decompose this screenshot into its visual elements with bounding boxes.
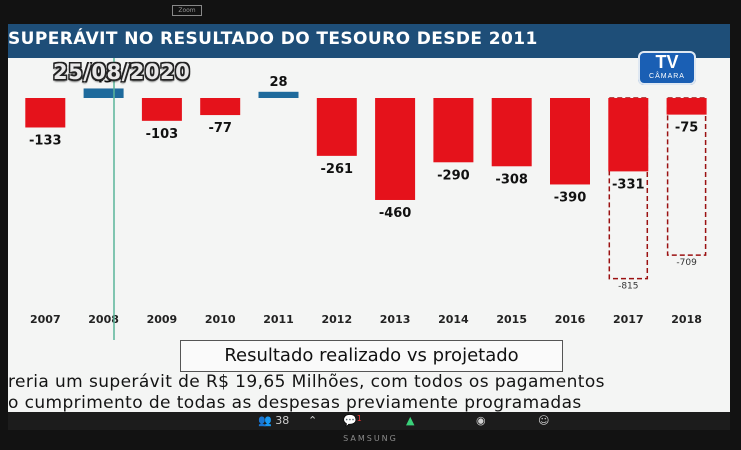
x-tick-label: 2018 <box>671 313 702 326</box>
bar <box>200 98 241 116</box>
value-label: -103 <box>146 127 179 142</box>
bar <box>83 88 124 98</box>
logo-text: TV <box>655 52 679 72</box>
tv-screen: SUPERÁVIT NO RESULTADO DO TESOURO DESDE … <box>8 24 730 412</box>
x-tick-label: 2009 <box>147 313 178 326</box>
bar <box>550 98 590 185</box>
x-tick-label: 2011 <box>263 313 294 326</box>
x-tick-label: 2012 <box>321 313 352 326</box>
chat-badge: 1 <box>356 414 362 423</box>
projected-label: -709 <box>676 258 697 268</box>
x-tick-label: 2013 <box>380 313 411 326</box>
value-label: -331 <box>612 177 645 192</box>
share-screen-icon[interactable]: ▲ <box>406 414 415 427</box>
bar <box>258 91 299 98</box>
bar <box>433 98 474 163</box>
x-tick-label: 2016 <box>555 313 586 326</box>
reactions-icon[interactable]: ☺ <box>538 414 550 427</box>
ticker-line-1: reria um superávit de R$ 19,65 Milhões, … <box>8 372 605 392</box>
bar <box>375 98 416 200</box>
x-tick-label: 2015 <box>496 313 527 326</box>
value-label: -261 <box>321 162 354 177</box>
value-label: -133 <box>29 133 62 148</box>
chat-icon[interactable]: 💬1 <box>343 414 362 427</box>
x-tick-label: 2010 <box>205 313 236 326</box>
logo-subtext: CÂMARA <box>649 73 685 80</box>
record-icon[interactable]: ◉ <box>476 414 486 427</box>
bar <box>666 98 707 115</box>
tv-camara-logo: TV CÂMARA <box>638 51 696 85</box>
chart-title: SUPERÁVIT NO RESULTADO DO TESOURO DESDE … <box>8 29 538 49</box>
date-overlay: 25/08/2020 <box>53 60 191 84</box>
title-bar: SUPERÁVIT NO RESULTADO DO TESOURO DESDE … <box>8 24 730 58</box>
bar-chart: 86-1332007432008-1032009-772010282011-26… <box>25 58 707 340</box>
projected-label: -815 <box>618 282 638 292</box>
participants-icon[interactable]: 👥 38 <box>258 414 290 427</box>
participants-count: 38 <box>275 414 290 427</box>
value-label: -77 <box>208 121 232 136</box>
bar <box>316 98 357 156</box>
bar <box>608 98 649 172</box>
x-tick-label: 2017 <box>613 313 644 326</box>
x-tick-label: 2007 <box>30 313 61 326</box>
bar <box>141 98 182 121</box>
bar <box>25 98 66 128</box>
value-label: -75 <box>675 121 699 136</box>
value-label: -460 <box>379 206 412 221</box>
value-label: 43 <box>95 71 113 86</box>
zoom-tab: Zoom <box>172 5 202 16</box>
chart-caption: Resultado realizado vs projetado <box>180 340 563 372</box>
x-tick-label: 2008 <box>88 313 119 326</box>
chevron-up-icon[interactable]: ⌃ <box>308 414 318 427</box>
samsung-logo: SAMSUNG <box>343 434 398 443</box>
value-label: 28 <box>269 75 287 90</box>
x-tick-label: 2014 <box>438 313 469 326</box>
meeting-toolbar: 👥 38 ⌃ 💬1 ▲ ◉ ☺ <box>8 412 730 430</box>
ticker-line-2: o cumprimento de todas as despesas previ… <box>8 393 582 412</box>
value-label: -390 <box>554 190 587 205</box>
value-label: -308 <box>495 172 528 187</box>
bar <box>491 98 532 167</box>
value-label: -290 <box>437 168 470 183</box>
